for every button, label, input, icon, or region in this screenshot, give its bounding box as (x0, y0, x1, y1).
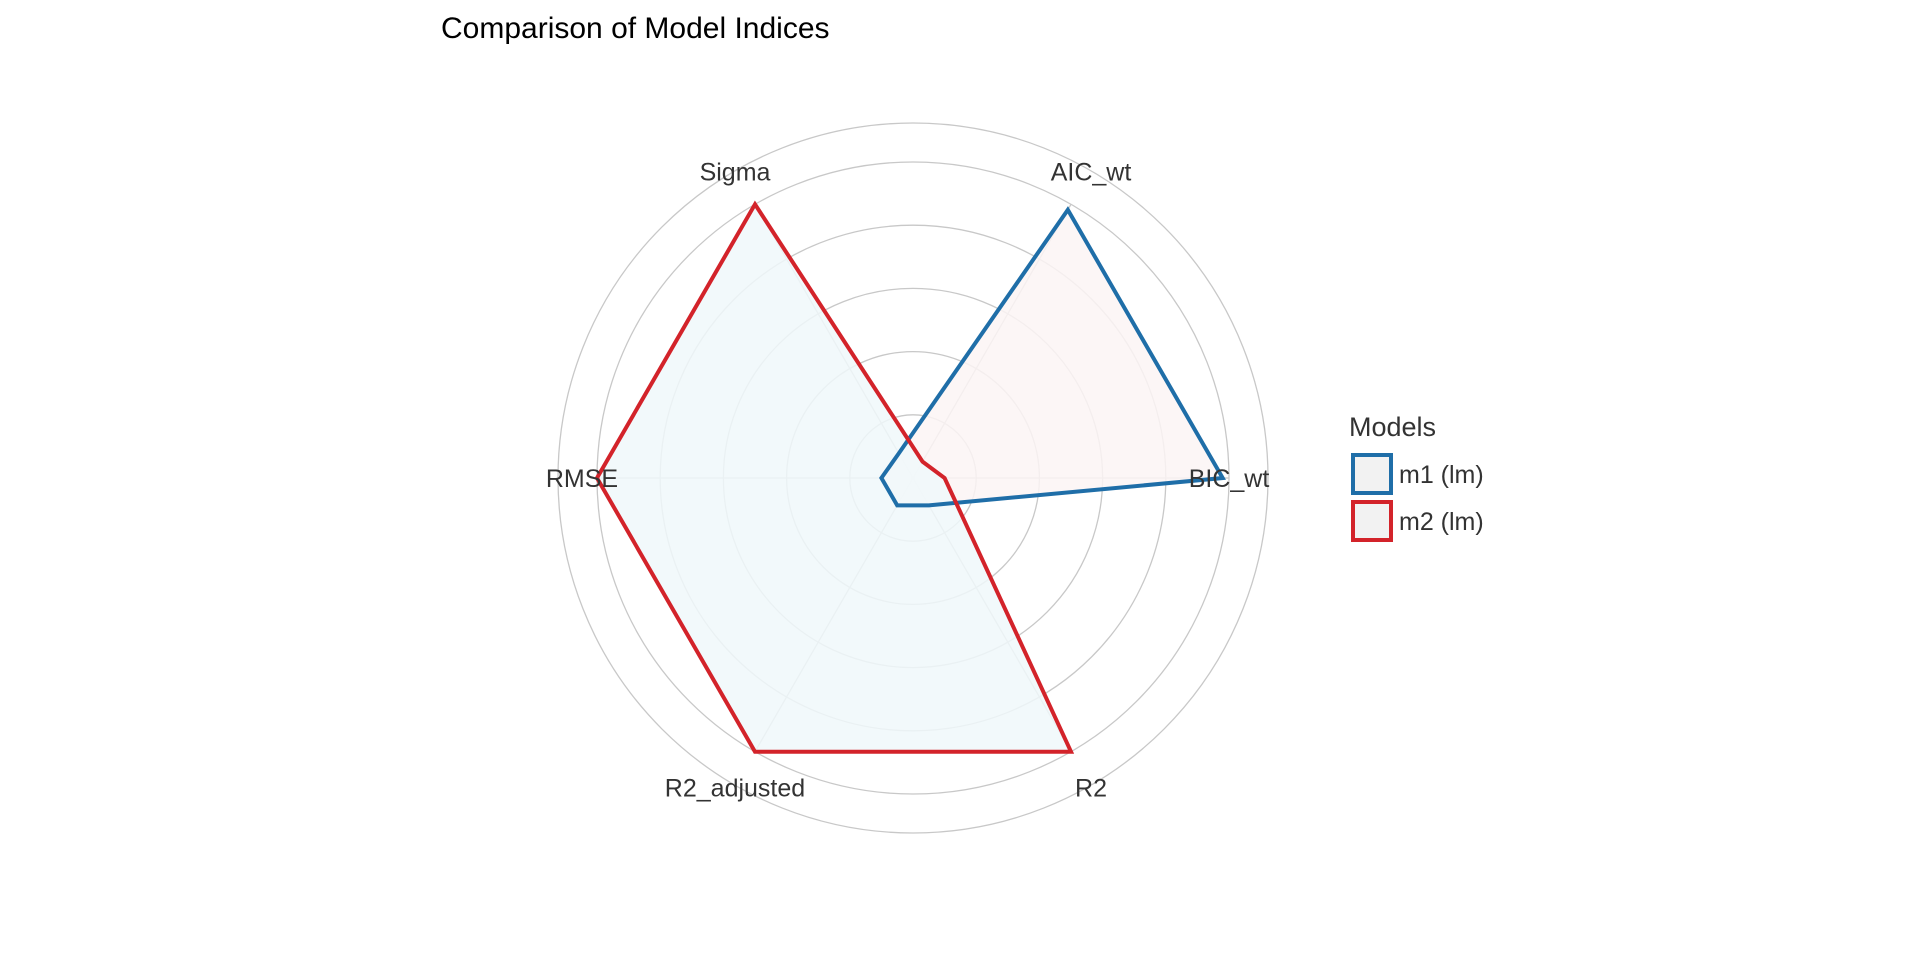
legend-label: m2 (lm) (1399, 508, 1484, 536)
axis-label-r2-adjusted: R2_adjusted (665, 775, 805, 803)
series-lines (594, 200, 1226, 754)
axis-label-sigma: Sigma (700, 158, 771, 186)
axis-labels: AIC_wt BIC_wt R2 R2_adjusted RMSE Sigma (546, 158, 1269, 802)
legend-swatch (1351, 453, 1393, 495)
legend-label: m1 (lm) (1399, 461, 1484, 489)
series-area-2 (597, 204, 1071, 752)
series-fills (597, 204, 1223, 752)
series-line-2 (594, 200, 1075, 754)
axis-label-r2: R2 (1075, 775, 1107, 803)
axis-label-aic-wt: AIC_wt (1051, 158, 1132, 186)
series-area-1 (881, 209, 1223, 506)
legend-swatch (1351, 500, 1393, 542)
axis-label-bic-wt: BIC_wt (1189, 465, 1270, 493)
legend: Models m1 (lm) m2 (lm) (1349, 412, 1484, 542)
axis-label-rmse: RMSE (546, 465, 618, 493)
legend-item: m2 (lm) (1351, 500, 1484, 542)
legend-items: m1 (lm) m2 (lm) (1351, 453, 1484, 542)
legend-item: m1 (lm) (1351, 453, 1484, 495)
chart-title: Comparison of Model Indices (441, 12, 830, 45)
legend-title: Models (1349, 412, 1436, 442)
grid-circle-outer (557, 122, 1269, 834)
series-line-1 (879, 206, 1226, 508)
